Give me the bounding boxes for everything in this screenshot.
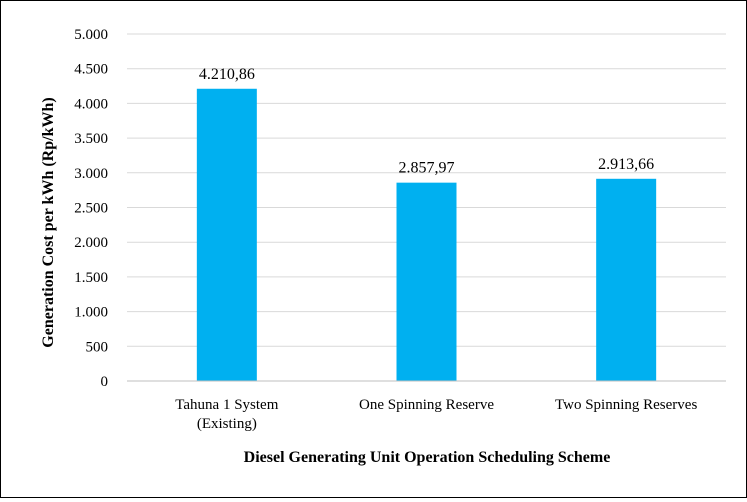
y-tick-label: 0	[101, 374, 109, 390]
data-label: 2.857,97	[399, 160, 455, 177]
y-tick-label: 4.000	[74, 96, 108, 112]
x-axis-title: Diesel Generating Unit Operation Schedul…	[244, 449, 611, 466]
y-tick-label: 500	[86, 339, 109, 355]
y-tick-label: 5.000	[74, 27, 108, 43]
y-tick-label: 3.500	[74, 131, 108, 147]
y-tick-label: 2.500	[74, 201, 108, 217]
y-axis-title: Generation Cost per kWh (Rp/kWh)	[40, 97, 57, 347]
x-category-label: Two Spinning Reserves	[555, 397, 697, 413]
data-labels: 4.210,86 2.857,97 2.913,66	[199, 66, 654, 177]
bar	[596, 178, 657, 381]
x-category-label: One Spinning Reserve	[359, 397, 494, 413]
y-tick-label: 2.000	[74, 235, 108, 251]
y-tick-label: 1.500	[74, 270, 108, 286]
x-category-label: Tahuna 1 System	[175, 397, 278, 413]
x-axis-categories: Tahuna 1 System (Existing) One Spinning Re…	[175, 397, 697, 432]
y-tick-label: 3.000	[74, 166, 108, 182]
data-label: 2.913,66	[598, 156, 654, 173]
bar	[396, 182, 457, 381]
data-label: 4.210,86	[199, 66, 255, 83]
y-axis-ticks: 0 500 1.000 1.500 2.000 2.500 3.000 3.500 4.000 4…	[74, 27, 108, 390]
bar	[196, 88, 257, 381]
x-category-label: (Existing)	[197, 416, 257, 432]
y-tick-label: 1.000	[74, 305, 108, 321]
bars	[196, 88, 657, 381]
y-tick-label: 4.500	[74, 62, 108, 78]
